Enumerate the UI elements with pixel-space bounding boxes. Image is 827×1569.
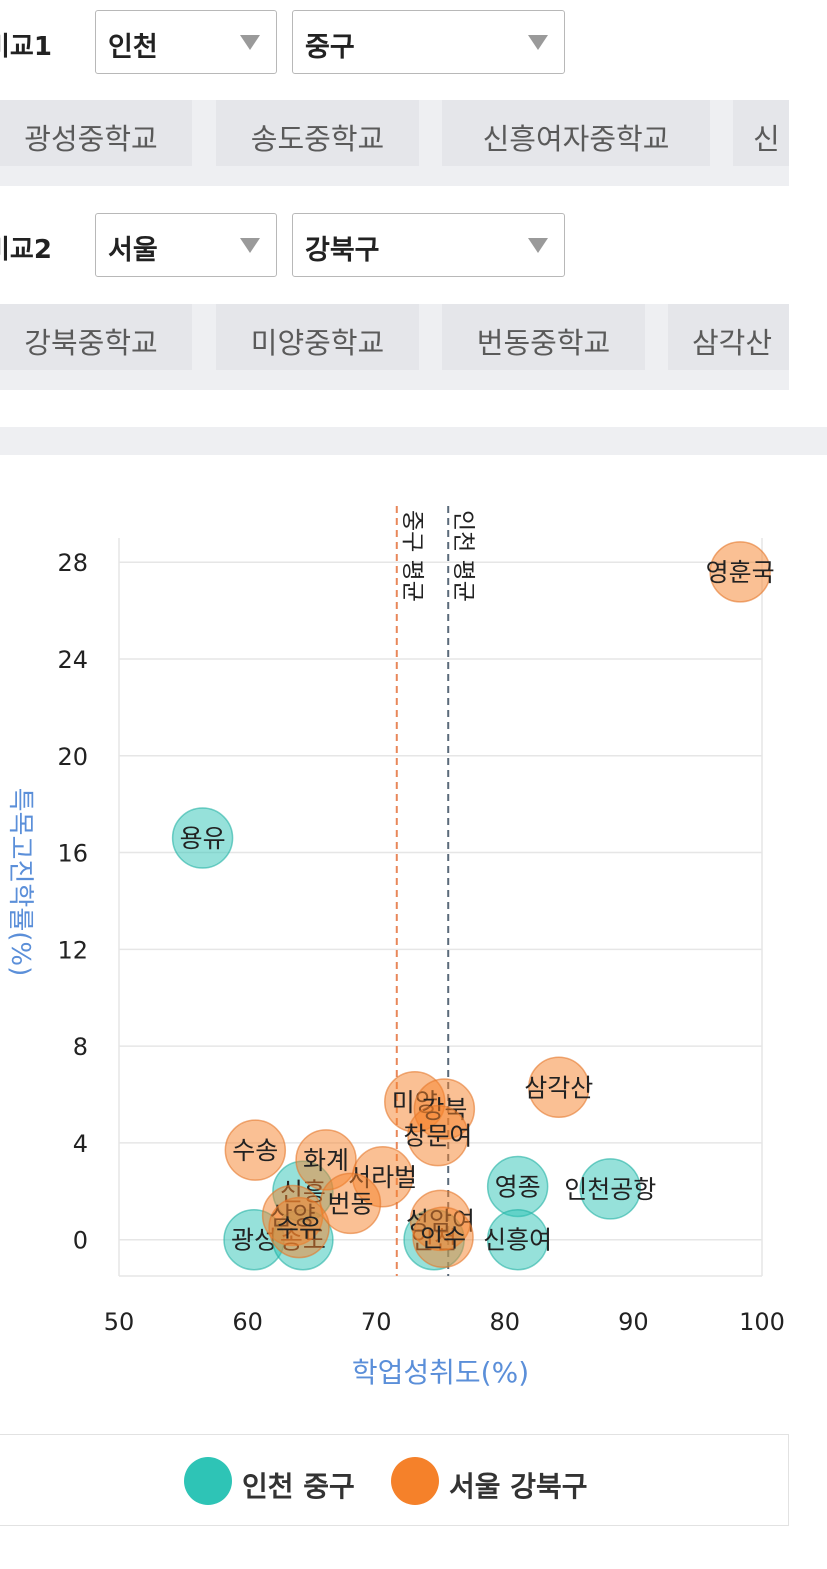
compare2-row: 비교2 서울 강북구	[0, 213, 827, 277]
x-tick-label: 70	[361, 1308, 392, 1336]
compare1-school-list: 광성중학교 송도중학교 신흥여자중학교 신	[0, 100, 789, 186]
data-point-label: 신흥여	[483, 1226, 552, 1255]
x-tick-label: 90	[618, 1308, 649, 1336]
compare2-district-value: 강북구	[305, 235, 380, 266]
x-tick-label: 80	[490, 1308, 521, 1336]
school-chip[interactable]: 송도중학교	[216, 100, 419, 166]
scatter-chart-svg: 0 4 8 12 16 20 24 28 50 60 70 80 90 100 학업성취도(%) 특목고진학률…	[5, 506, 785, 1389]
school-chip[interactable]: 신흥여자중학교	[442, 100, 710, 166]
legend-label: 인천 중구	[242, 1470, 355, 1503]
data-point-label: 번동	[327, 1189, 373, 1218]
school-chip-label: 강북중학교	[24, 326, 158, 360]
y-tick-label: 8	[73, 1033, 88, 1061]
data-point-label: 수송	[232, 1136, 278, 1165]
data-point-label: 창문여	[403, 1122, 472, 1151]
y-tick-label: 16	[57, 840, 88, 868]
school-chip-label: 삼각산	[692, 326, 773, 360]
y-tick-label: 4	[73, 1130, 88, 1158]
data-point	[407, 1104, 469, 1167]
compare2-district-select[interactable]: 강북구	[292, 213, 565, 277]
school-chip[interactable]: 신	[733, 100, 789, 166]
data-point-label: 영종	[495, 1172, 541, 1201]
x-tick-label: 50	[104, 1308, 135, 1336]
compare2-city-select[interactable]: 서울	[95, 213, 277, 277]
school-chip-label: 신흥여자중학교	[482, 122, 670, 156]
reference-line-label: 인천 평균	[450, 510, 476, 602]
school-chip[interactable]: 강북중학교	[0, 304, 192, 370]
y-tick-label: 0	[73, 1227, 88, 1255]
data-point	[224, 1119, 287, 1181]
y-axis-title: 특목고진학률(%)	[5, 788, 35, 977]
school-chip-label: 미양중학교	[250, 326, 385, 360]
y-tick-label: 20	[57, 743, 88, 771]
x-axis-title: 학업성취도(%)	[352, 1356, 529, 1389]
compare2-city-value: 서울	[108, 235, 158, 266]
data-point	[579, 1158, 642, 1220]
compare1-row: 비교1 인천 중구	[0, 10, 827, 74]
school-chip[interactable]: 삼각산	[668, 304, 789, 370]
legend-label: 서울 강북구	[449, 1470, 588, 1503]
data-point	[171, 807, 234, 869]
data-point-label: 인천공항	[564, 1175, 656, 1204]
caret-down-icon	[240, 238, 260, 253]
data-point	[486, 1208, 549, 1271]
compare1-label: 비교1	[0, 32, 52, 62]
chart-legend: 인천 중구 서울 강북구	[0, 1434, 789, 1526]
reference-line-label: 중구 평균	[399, 510, 425, 602]
caret-down-icon	[240, 35, 260, 50]
section-divider	[0, 427, 827, 455]
y-tick-label: 12	[57, 936, 88, 964]
data-point	[412, 1206, 474, 1269]
school-chip[interactable]: 미양중학교	[216, 304, 419, 370]
school-chip-label: 광성중학교	[24, 122, 158, 156]
data-point-label: 화계	[303, 1146, 349, 1175]
y-tick-label: 24	[57, 646, 88, 674]
y-tick-label: 28	[57, 549, 88, 577]
school-chip[interactable]: 번동중학교	[442, 304, 645, 370]
compare2-label: 비교2	[0, 235, 52, 265]
caret-down-icon	[528, 35, 548, 50]
caret-down-icon	[528, 238, 548, 253]
compare1-city-value: 인천	[108, 32, 158, 63]
school-chip-label: 번동중학교	[476, 326, 611, 360]
school-chip[interactable]: 광성중학교	[0, 100, 192, 166]
data-point-label: 영훈국	[706, 558, 775, 587]
data-point	[528, 1056, 590, 1119]
compare1-city-select[interactable]: 인천	[95, 10, 277, 74]
data-point-label: 수유	[276, 1214, 322, 1243]
data-point-label: 인수	[420, 1223, 466, 1252]
data-point-label: 삼각산	[524, 1073, 593, 1102]
compare2-school-list: 강북중학교 미양중학교 번동중학교 삼각산	[0, 304, 789, 390]
school-chip-label: 신	[753, 122, 780, 156]
legend-swatch	[184, 1457, 232, 1505]
school-chip-label: 송도중학교	[250, 122, 385, 156]
x-tick-label: 60	[232, 1308, 263, 1336]
data-point	[268, 1196, 330, 1259]
x-tick-label: 100	[739, 1308, 785, 1336]
compare1-district-select[interactable]: 중구	[292, 10, 565, 74]
data-point	[709, 541, 771, 603]
data-point-label: 용유	[180, 824, 226, 853]
compare1-district-value: 중구	[305, 32, 355, 63]
scatter-chart: 0 4 8 12 16 20 24 28 50 60 70 80 90 100 학업성취도(%) 특목고진학률…	[0, 480, 827, 1430]
legend-swatch	[391, 1457, 439, 1505]
